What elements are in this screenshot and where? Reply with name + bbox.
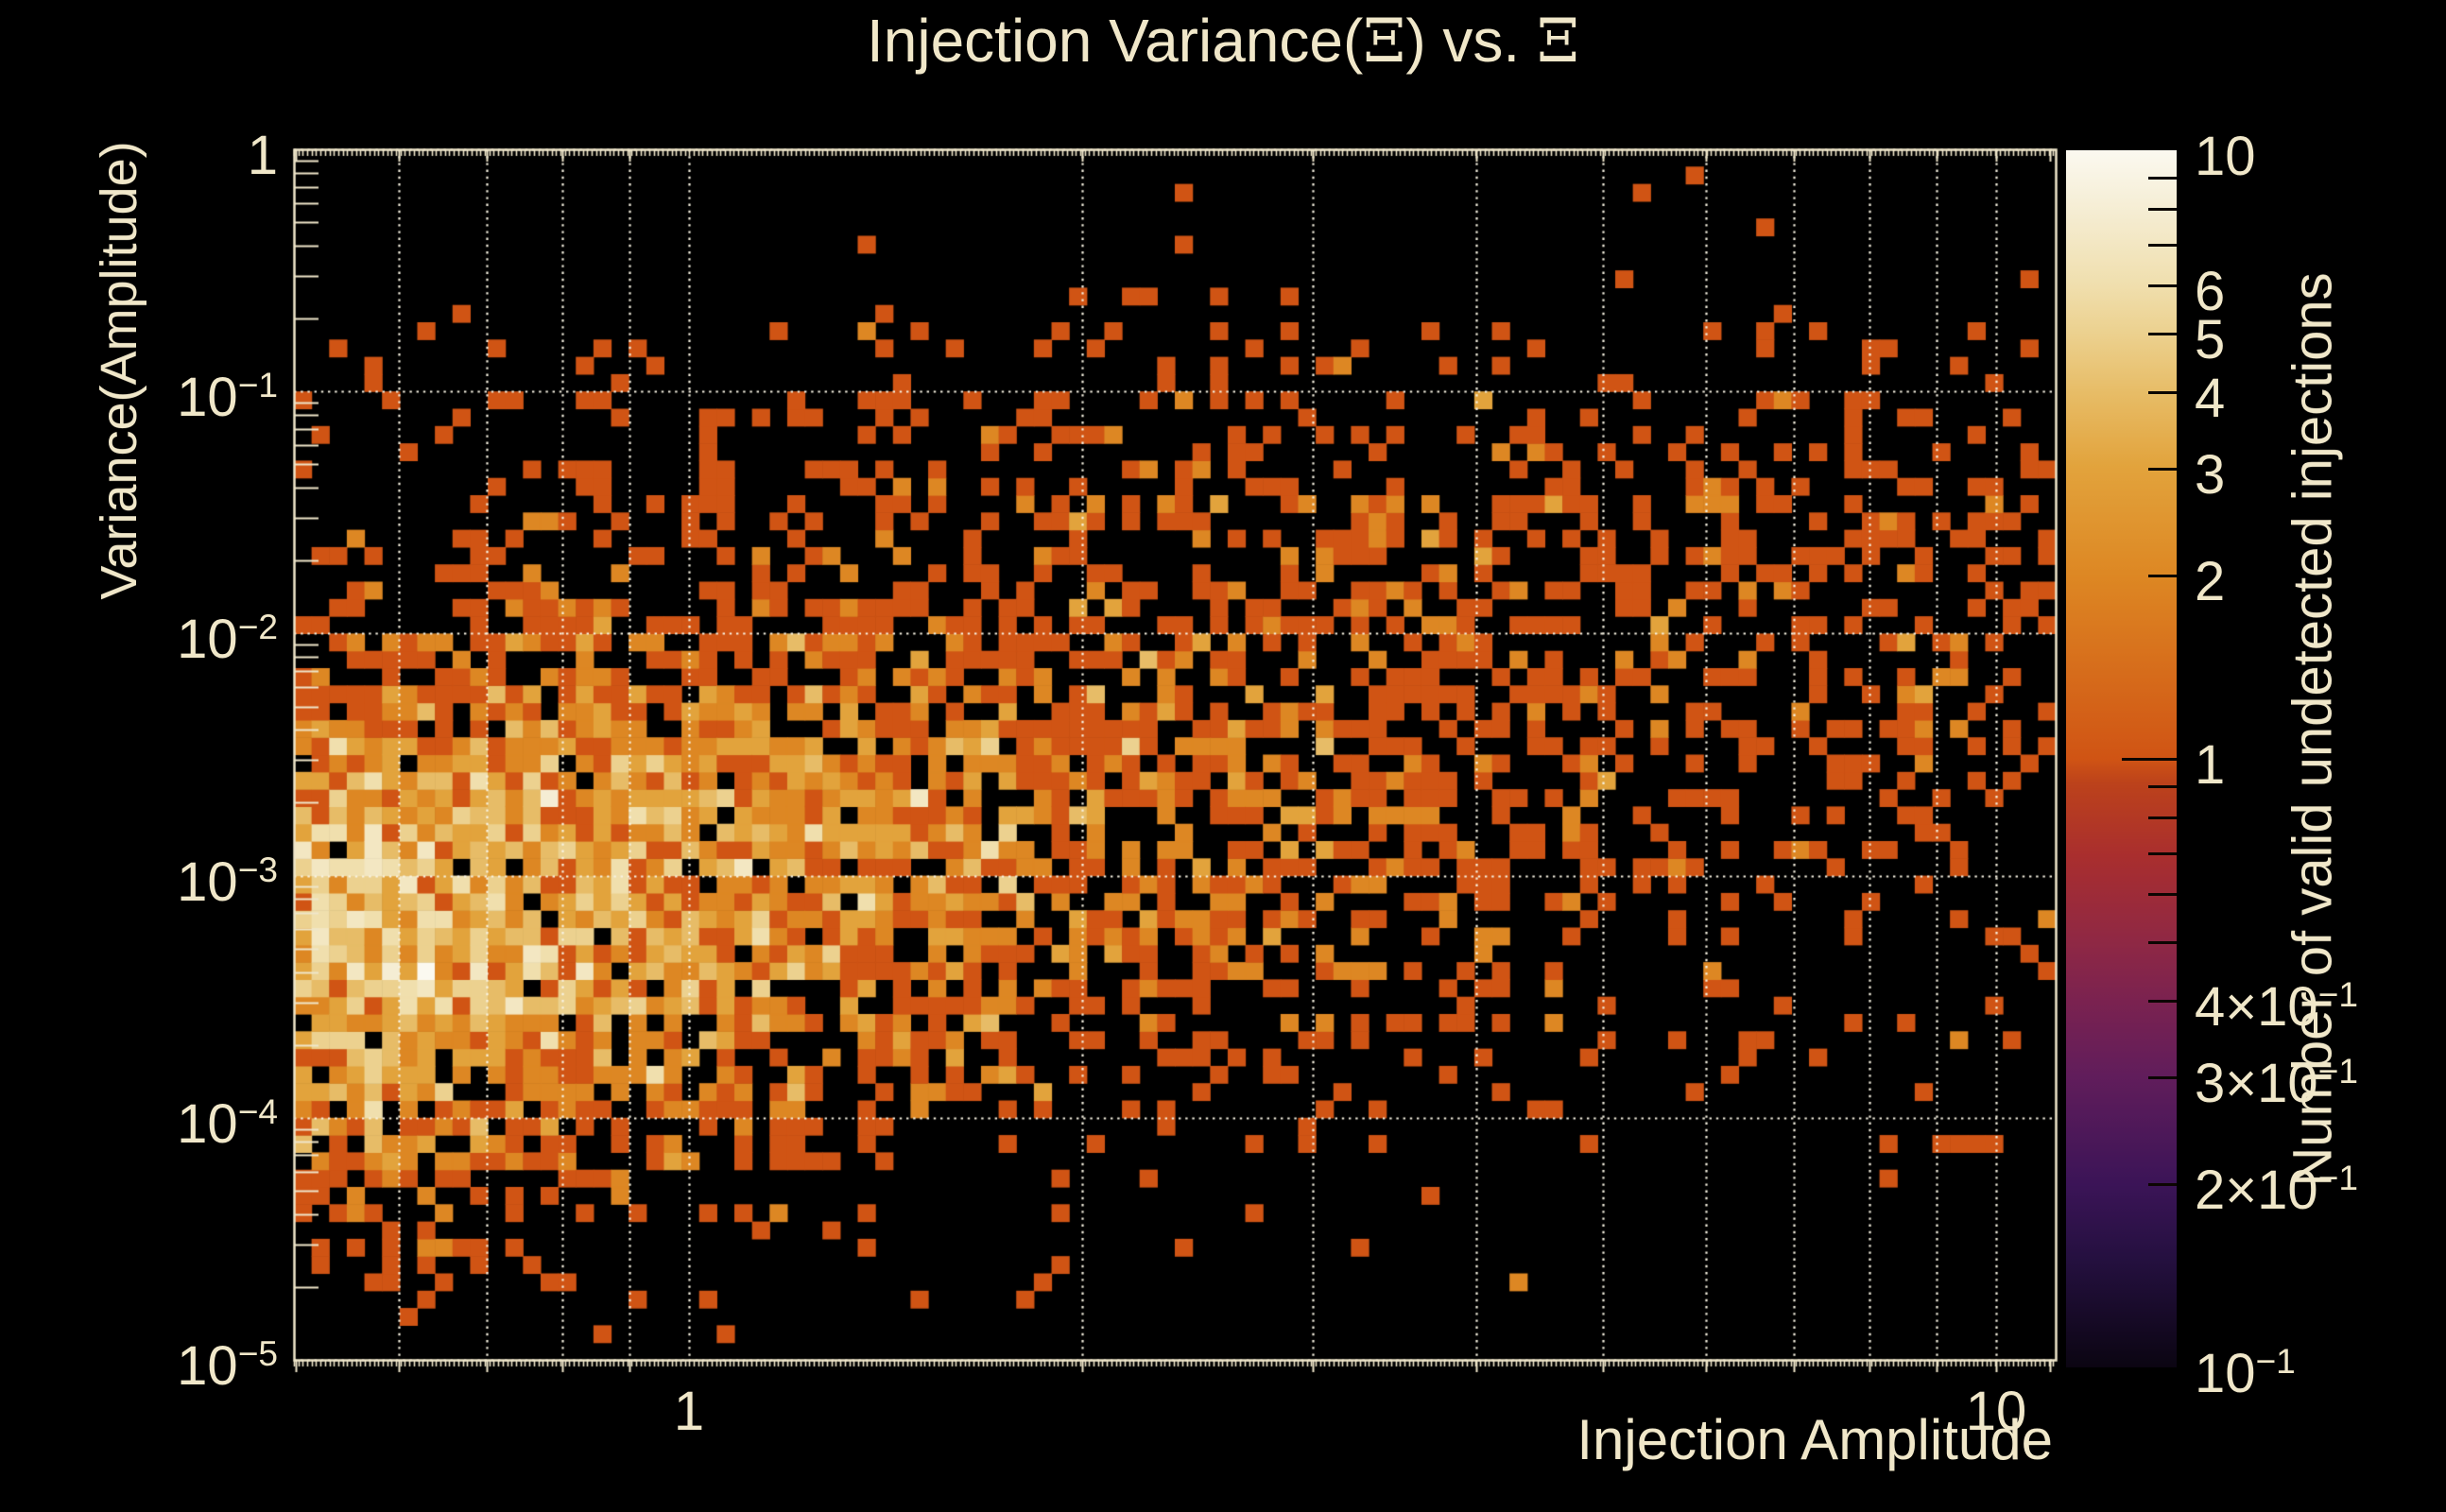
z-tick-label-1e-1: 10−1	[2195, 1340, 2296, 1405]
z-tick-label-10: 10	[2195, 126, 2256, 188]
z-tick-label-2e-1: 2×10−1	[2195, 1157, 2358, 1222]
y-tick-label-1e-1: 10−1	[177, 364, 278, 429]
colorbar-tick	[2148, 785, 2177, 789]
z-tick-label-4e-1: 4×10−1	[2195, 974, 2358, 1039]
colorbar-tick	[2148, 391, 2177, 395]
colorbar-tick	[2148, 1075, 2177, 1079]
y-tick-label-1: 1	[247, 125, 278, 187]
y-tick-label-1e-5: 10−5	[177, 1332, 278, 1398]
x-tick-label-10: 10	[1965, 1381, 2027, 1442]
colorbar-tick	[2148, 1000, 2177, 1004]
z-tick-label-3e-1: 3×10−1	[2195, 1050, 2358, 1114]
y-tick-label-1e-2: 10−2	[177, 607, 278, 671]
z-tick-label-2: 2	[2195, 551, 2226, 613]
colorbar-tick	[2148, 332, 2177, 335]
colorbar-ticks	[2066, 150, 2177, 1367]
chart-title: Injection Variance(Ξ) vs. Ξ	[866, 7, 1580, 77]
z-tick-label-3: 3	[2195, 443, 2226, 506]
colorbar-tick	[2148, 940, 2177, 944]
colorbar-tick	[2148, 208, 2177, 212]
z-tick-label-6: 6	[2195, 261, 2226, 323]
colorbar-tick	[2148, 284, 2177, 287]
x-tick-label-1: 1	[673, 1381, 705, 1442]
y-tick-label-1e-4: 10−4	[177, 1091, 278, 1155]
colorbar-tick	[2148, 851, 2177, 855]
colorbar-tick	[2148, 1183, 2177, 1187]
z-tick-label-5: 5	[2195, 309, 2226, 371]
colorbar-tick	[2148, 892, 2177, 896]
z-tick-label-4: 4	[2195, 368, 2226, 430]
x-axis-title: Injection Amplitude	[1576, 1408, 2053, 1471]
y-tick-label-1e-3: 10−3	[177, 849, 278, 913]
colorbar-tick	[2122, 758, 2177, 761]
colorbar-tick	[2148, 816, 2177, 820]
z-tick-label-1: 1	[2195, 734, 2226, 797]
colorbar-tick	[2148, 575, 2177, 578]
colorbar-tick	[2148, 243, 2177, 247]
colorbar-tick	[2148, 467, 2177, 471]
colorbar-tick	[2148, 177, 2177, 180]
